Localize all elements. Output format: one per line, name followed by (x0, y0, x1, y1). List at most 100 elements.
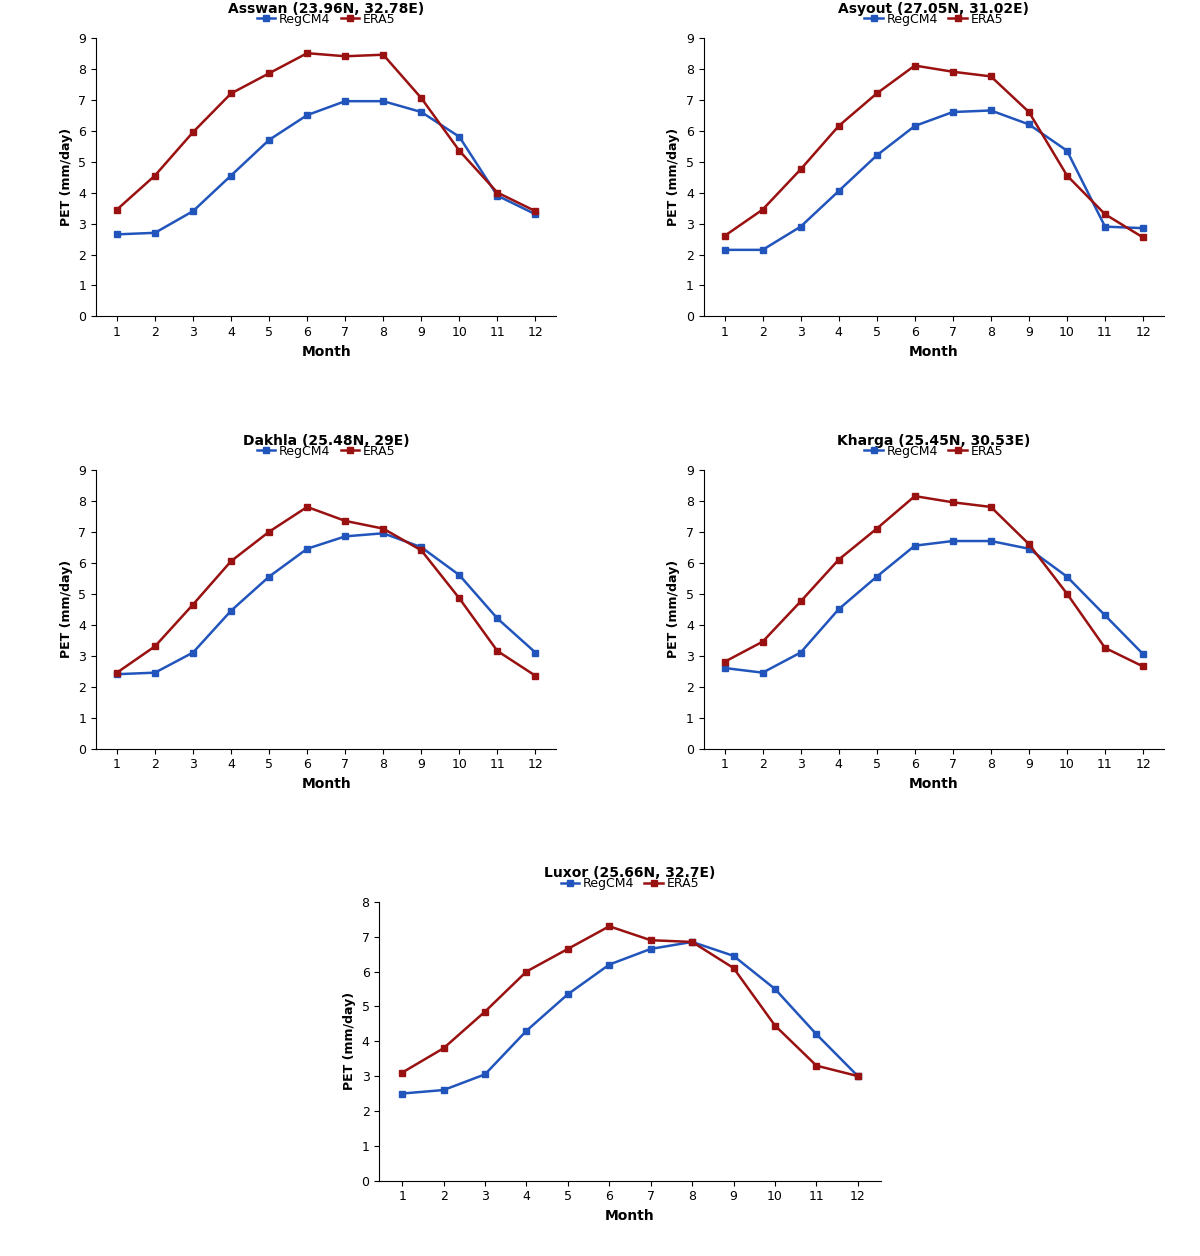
RegCM4 (520, 1024, 534, 1039)
ERA5 (338, 514, 353, 529)
ERA5 (768, 1019, 782, 1034)
Line: ERA5: ERA5 (114, 504, 538, 678)
Legend: RegCM4, ERA5: RegCM4, ERA5 (859, 8, 1008, 30)
ERA5 (148, 639, 162, 654)
ERA5 (870, 85, 884, 100)
RegCM4 (643, 942, 658, 957)
ERA5 (984, 500, 998, 515)
Y-axis label: PET (mm/day): PET (mm/day) (60, 128, 73, 226)
RegCM4 (832, 602, 846, 617)
RegCM4 (809, 1026, 823, 1041)
RegCM4 (984, 103, 998, 118)
ERA5 (718, 229, 732, 244)
ERA5 (832, 553, 846, 568)
RegCM4 (148, 666, 162, 681)
ERA5 (1098, 641, 1112, 656)
RegCM4 (376, 94, 390, 109)
ERA5 (870, 521, 884, 536)
ERA5 (643, 933, 658, 948)
RegCM4 (478, 1066, 492, 1081)
RegCM4 (224, 168, 239, 183)
ERA5 (832, 118, 846, 133)
ERA5 (907, 58, 922, 73)
RegCM4 (490, 188, 504, 203)
X-axis label: Month: Month (908, 344, 959, 359)
ERA5 (1021, 104, 1036, 119)
RegCM4 (395, 1086, 409, 1102)
Title: Luxor (25.66N, 32.7E): Luxor (25.66N, 32.7E) (545, 865, 715, 880)
RegCM4 (718, 661, 732, 676)
Line: ERA5: ERA5 (400, 923, 860, 1079)
RegCM4 (602, 957, 617, 972)
RegCM4 (338, 94, 353, 109)
RegCM4 (756, 666, 770, 681)
ERA5 (262, 65, 276, 80)
RegCM4 (262, 569, 276, 584)
ERA5 (685, 934, 700, 950)
X-axis label: Month: Month (908, 776, 959, 791)
ERA5 (718, 654, 732, 669)
ERA5 (851, 1069, 865, 1084)
ERA5 (452, 590, 467, 605)
ERA5 (300, 500, 314, 515)
RegCM4 (870, 148, 884, 163)
Title: Kharga (25.45N, 30.53E): Kharga (25.45N, 30.53E) (838, 433, 1031, 448)
RegCM4 (300, 108, 314, 123)
ERA5 (478, 1004, 492, 1019)
RegCM4 (851, 1069, 865, 1084)
Title: Asyout (27.05N, 31.02E): Asyout (27.05N, 31.02E) (839, 1, 1030, 15)
Line: RegCM4: RegCM4 (400, 939, 860, 1096)
Title: Asswan (23.96N, 32.78E): Asswan (23.96N, 32.78E) (228, 1, 425, 15)
ERA5 (809, 1058, 823, 1073)
RegCM4 (452, 568, 467, 583)
RegCM4 (109, 227, 124, 242)
ERA5 (946, 495, 960, 510)
ERA5 (300, 45, 314, 60)
ERA5 (726, 961, 740, 976)
RegCM4 (870, 569, 884, 584)
RegCM4 (1021, 541, 1036, 556)
RegCM4 (718, 242, 732, 257)
ERA5 (376, 48, 390, 63)
Y-axis label: PET (mm/day): PET (mm/day) (667, 560, 680, 658)
RegCM4 (414, 104, 428, 119)
RegCM4 (376, 526, 390, 541)
ERA5 (186, 124, 200, 139)
Legend: RegCM4, ERA5: RegCM4, ERA5 (556, 872, 704, 894)
RegCM4 (946, 104, 960, 119)
RegCM4 (452, 129, 467, 144)
ERA5 (414, 90, 428, 106)
ERA5 (109, 202, 124, 217)
RegCM4 (338, 529, 353, 544)
ERA5 (756, 634, 770, 649)
RegCM4 (109, 667, 124, 682)
RegCM4 (148, 225, 162, 240)
RegCM4 (490, 610, 504, 625)
RegCM4 (224, 603, 239, 618)
RegCM4 (907, 118, 922, 133)
ERA5 (946, 64, 960, 79)
Y-axis label: PET (mm/day): PET (mm/day) (343, 992, 356, 1090)
RegCM4 (946, 534, 960, 549)
ERA5 (560, 942, 575, 957)
ERA5 (528, 668, 542, 683)
ERA5 (262, 524, 276, 539)
RegCM4 (1021, 117, 1036, 132)
RegCM4 (414, 540, 428, 555)
RegCM4 (560, 987, 575, 1002)
ERA5 (186, 597, 200, 612)
RegCM4 (1136, 221, 1151, 236)
RegCM4 (768, 981, 782, 996)
X-axis label: Month: Month (605, 1210, 655, 1223)
RegCM4 (756, 242, 770, 257)
RegCM4 (1136, 647, 1151, 662)
RegCM4 (984, 534, 998, 549)
Legend: RegCM4, ERA5: RegCM4, ERA5 (252, 8, 401, 30)
RegCM4 (726, 948, 740, 963)
Line: ERA5: ERA5 (722, 494, 1146, 669)
ERA5 (984, 69, 998, 84)
ERA5 (437, 1041, 451, 1056)
Line: RegCM4: RegCM4 (114, 530, 538, 677)
ERA5 (1060, 587, 1074, 602)
ERA5 (224, 554, 239, 569)
